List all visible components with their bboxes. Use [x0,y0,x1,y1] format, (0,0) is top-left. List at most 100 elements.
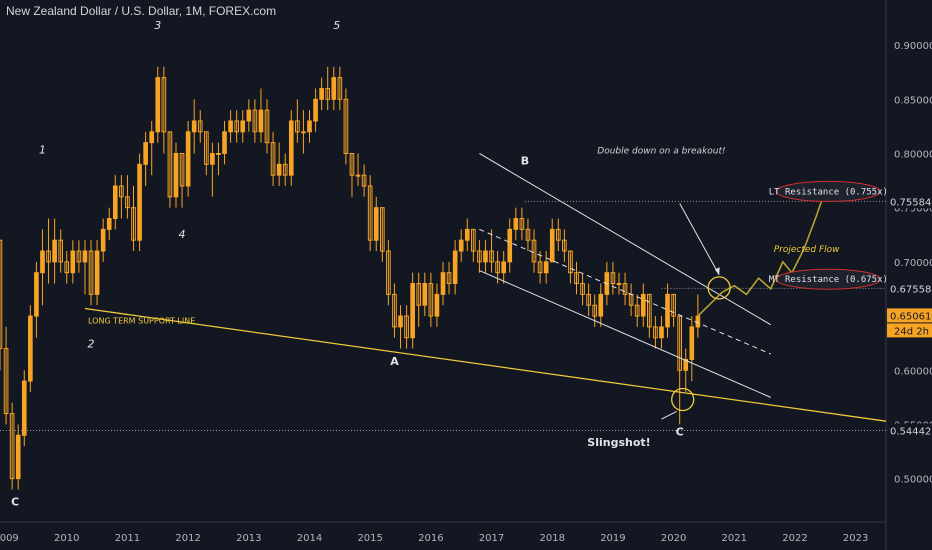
candle-body [483,250,488,263]
candle-body [173,152,179,198]
projected-flow-label: Projected Flow [774,245,840,255]
candle-body [295,120,300,133]
current-price-tag: 0.65061 [890,311,931,322]
current-price-tag-bg [887,308,932,323]
candle-body [434,293,440,317]
y-tick-label: 0.80000 [894,149,932,160]
candle-body [495,261,500,274]
candle-body [9,413,15,480]
mt-resistance-label: MT Resistance (0.675x) [769,275,888,285]
candle-body [119,185,124,198]
candle-body [112,185,118,220]
slingshot-circle [671,387,695,412]
candle-body [191,120,197,133]
y-tick-label: 0.50000 [894,475,932,486]
x-tick-label: 2021 [722,533,747,544]
candle-body [640,293,646,317]
candle-body [82,250,88,263]
candle-body [580,283,585,295]
candle-body [568,250,573,274]
candle-body [647,293,652,328]
candle-body [659,326,664,339]
lt-price-tag-bg [887,194,932,209]
slingshot-note: Slingshot! [587,436,650,449]
candle-body [125,196,130,209]
candle-body [513,218,519,230]
candle-body [240,120,246,133]
candle-body [519,218,525,230]
candle-body [586,293,591,306]
candle-body [337,77,343,100]
wave-label: 4 [179,228,186,241]
x-tick-label: 2019 [600,533,625,544]
candle-body [282,163,288,176]
channel-mid-line [479,228,771,355]
long-term-support-line [84,307,887,422]
candle-body [167,131,173,198]
y-tick-label: 0.75000 [894,204,932,215]
breakout-arrowhead [714,267,720,275]
candle-body [367,185,373,241]
candle-body [610,272,616,285]
candle-body [319,87,324,100]
chart-title: New Zealand Dollar / U.S. Dollar, 1M, FO… [6,4,277,18]
candle-body [665,293,670,328]
breakout-arrow [679,203,720,276]
candle-body [234,120,239,133]
lt-resistance-oval [775,180,881,202]
candle-body [88,250,94,295]
channel-lower-line [479,270,771,398]
candle-body [185,131,191,187]
candle-body [507,228,513,263]
x-tick-label: 2018 [540,533,565,544]
countdown-tag-bg [887,323,932,338]
candle-body [288,120,294,176]
x-tick-label: 2017 [479,533,504,544]
candle-body [94,250,100,295]
candle-body [428,283,434,317]
candle-body [0,239,3,350]
x-tick-label: 2013 [236,533,261,544]
candle-body [458,239,464,252]
low-price-tag: 0.54442 [890,426,931,437]
candle-body [404,315,409,339]
candle-body [386,250,391,295]
candle-body [204,131,209,165]
candle-body [683,358,689,371]
x-tick-label: 2020 [661,533,686,544]
wave-label: 1 [39,143,46,156]
candle-body [574,272,579,285]
candle-body [361,174,367,187]
candle-body [276,163,282,176]
candle-body [501,261,507,274]
wave-label: A [390,355,399,368]
candle-body [653,326,658,339]
x-tick-label: 2009 [0,533,19,544]
support-line-label: LONG TERM SUPPORT LINE [88,317,195,326]
candle-body [270,142,276,176]
candle-body [549,228,555,263]
channel-upper-line [479,153,771,326]
wave-label: 3 [154,19,161,32]
candle-body [161,77,167,133]
y-tick-label: 0.85000 [894,95,932,106]
low-price-tag-bg [887,423,932,438]
candle-body [21,380,27,436]
candle-body [106,218,112,230]
x-tick-label: 2014 [297,533,322,544]
candle-body [313,98,318,122]
candle-body [555,228,561,241]
candle-body [258,109,264,133]
candle-body [622,283,628,295]
candle-body [379,207,385,252]
wave-label: B [521,154,529,167]
candle-body [471,228,476,252]
y-tick-label: 0.90000 [894,41,932,52]
x-tick-label: 2015 [357,533,382,544]
breakout-circle [707,276,731,300]
candle-body [689,326,695,360]
x-tick-label: 2023 [843,533,868,544]
wave-label: C [11,496,19,509]
candle-body [15,434,21,480]
